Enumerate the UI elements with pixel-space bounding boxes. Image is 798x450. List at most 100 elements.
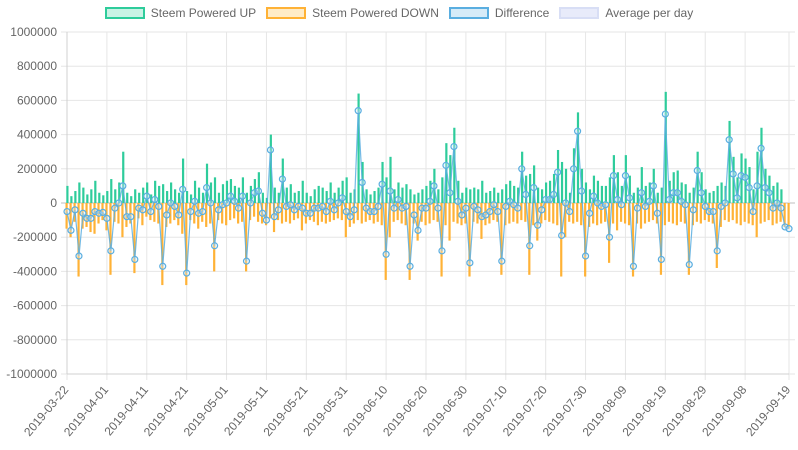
bar-powered-down (619, 203, 623, 222)
difference-point (274, 206, 283, 214)
bar-powered-up (385, 177, 388, 203)
legend-item-powered-up[interactable]: Steem Powered UP (104, 6, 256, 20)
difference-point (609, 172, 618, 180)
legend-label-average: Average per day (605, 6, 694, 20)
legend-swatch-powered-down (266, 7, 307, 19)
bar-powered-up (736, 177, 739, 203)
bar-powered-up (780, 189, 783, 203)
bar-powered-up (313, 189, 316, 203)
bar-powered-down (663, 203, 667, 226)
bar-powered-up (185, 191, 189, 203)
legend-item-difference[interactable]: Difference (448, 6, 550, 20)
bar-powered-down (348, 203, 351, 227)
bar-powered-up (138, 192, 141, 203)
bar-powered-down (448, 203, 451, 241)
bar-powered-up (249, 185, 252, 203)
bar-powered-up (620, 185, 623, 203)
bar-powered-up (708, 192, 711, 203)
difference-point (426, 197, 434, 205)
difference-point (661, 110, 669, 118)
bar-powered-up (592, 175, 596, 203)
bar-powered-down (344, 203, 347, 238)
bar-powered-up (114, 189, 117, 203)
difference-point (127, 213, 135, 221)
legend-label-difference: Difference (494, 6, 550, 20)
difference-point (207, 199, 215, 207)
difference-point (330, 206, 338, 214)
bar-powered-down (376, 203, 379, 222)
bar-powered-up (329, 182, 332, 203)
difference-point (554, 168, 562, 176)
bar-powered-up (78, 182, 81, 203)
bar-powered-up (692, 187, 695, 203)
bar-powered-down (312, 203, 316, 222)
bar-powered-up (572, 148, 576, 203)
bar-powered-up (221, 184, 225, 203)
bar-powered-down (552, 203, 555, 224)
bar-powered-down (627, 203, 631, 226)
difference-point (382, 250, 390, 258)
bar-powered-down (209, 203, 212, 224)
bar-powered-up (397, 182, 400, 203)
bar-powered-up (70, 196, 73, 203)
bar-powered-up (66, 185, 69, 203)
bar-powered-down (245, 203, 248, 272)
bar-powered-up (150, 194, 153, 203)
bar-powered-down (121, 203, 124, 238)
bar-powered-up (564, 168, 568, 203)
bar-powered-up (102, 195, 105, 203)
bar-powered-up (688, 192, 691, 203)
bar-powered-up (449, 155, 452, 203)
bar-powered-up (457, 180, 460, 203)
bar-powered-down (380, 203, 383, 226)
difference-point (749, 207, 757, 216)
difference-point (87, 214, 95, 222)
difference-point (187, 207, 195, 216)
bar-powered-up (704, 189, 707, 203)
difference-point (155, 202, 163, 211)
bar-powered-down (456, 203, 459, 224)
bar-powered-up (297, 191, 300, 203)
bar-powered-down (292, 203, 296, 221)
bar-powered-down (308, 203, 312, 221)
difference-point (709, 207, 717, 216)
bar-powered-down (695, 203, 698, 222)
bar-powered-up (166, 191, 169, 203)
bar-powered-down (280, 203, 284, 224)
bar-powered-down (340, 203, 343, 221)
bar-powered-up (217, 192, 221, 203)
bar-powered-up (696, 151, 699, 203)
difference-point (99, 208, 107, 217)
bar-powered-up (497, 192, 500, 203)
bar-powered-up (656, 192, 659, 203)
difference-point (254, 187, 263, 195)
bar-powered-down (241, 203, 244, 222)
bar-powered-up (341, 180, 344, 203)
legend-item-average[interactable]: Average per day (559, 6, 693, 20)
bar-powered-down (707, 203, 710, 222)
bar-powered-up (636, 187, 639, 203)
bar-powered-up (170, 182, 173, 203)
difference-point (729, 170, 737, 178)
bar-powered-up (473, 187, 476, 203)
difference-point (534, 221, 542, 229)
bar-powered-up (269, 134, 272, 203)
difference-point (625, 194, 634, 202)
difference-point (498, 257, 506, 265)
bar-powered-up (608, 177, 611, 203)
bar-powered-up (684, 184, 687, 203)
bar-powered-up (405, 184, 408, 203)
difference-point (585, 209, 594, 217)
difference-point (526, 242, 534, 250)
bar-powered-up (277, 192, 280, 203)
bar-powered-up (241, 177, 245, 203)
difference-point (741, 173, 749, 181)
bar-powered-down (153, 203, 156, 222)
difference-point (107, 247, 115, 255)
legend-item-powered-down[interactable]: Steem Powered DOWN (266, 6, 439, 20)
difference-point (745, 184, 753, 192)
difference-point (131, 255, 139, 264)
difference-point (318, 202, 326, 211)
series-powered-down (65, 203, 790, 286)
difference-point (246, 199, 255, 207)
